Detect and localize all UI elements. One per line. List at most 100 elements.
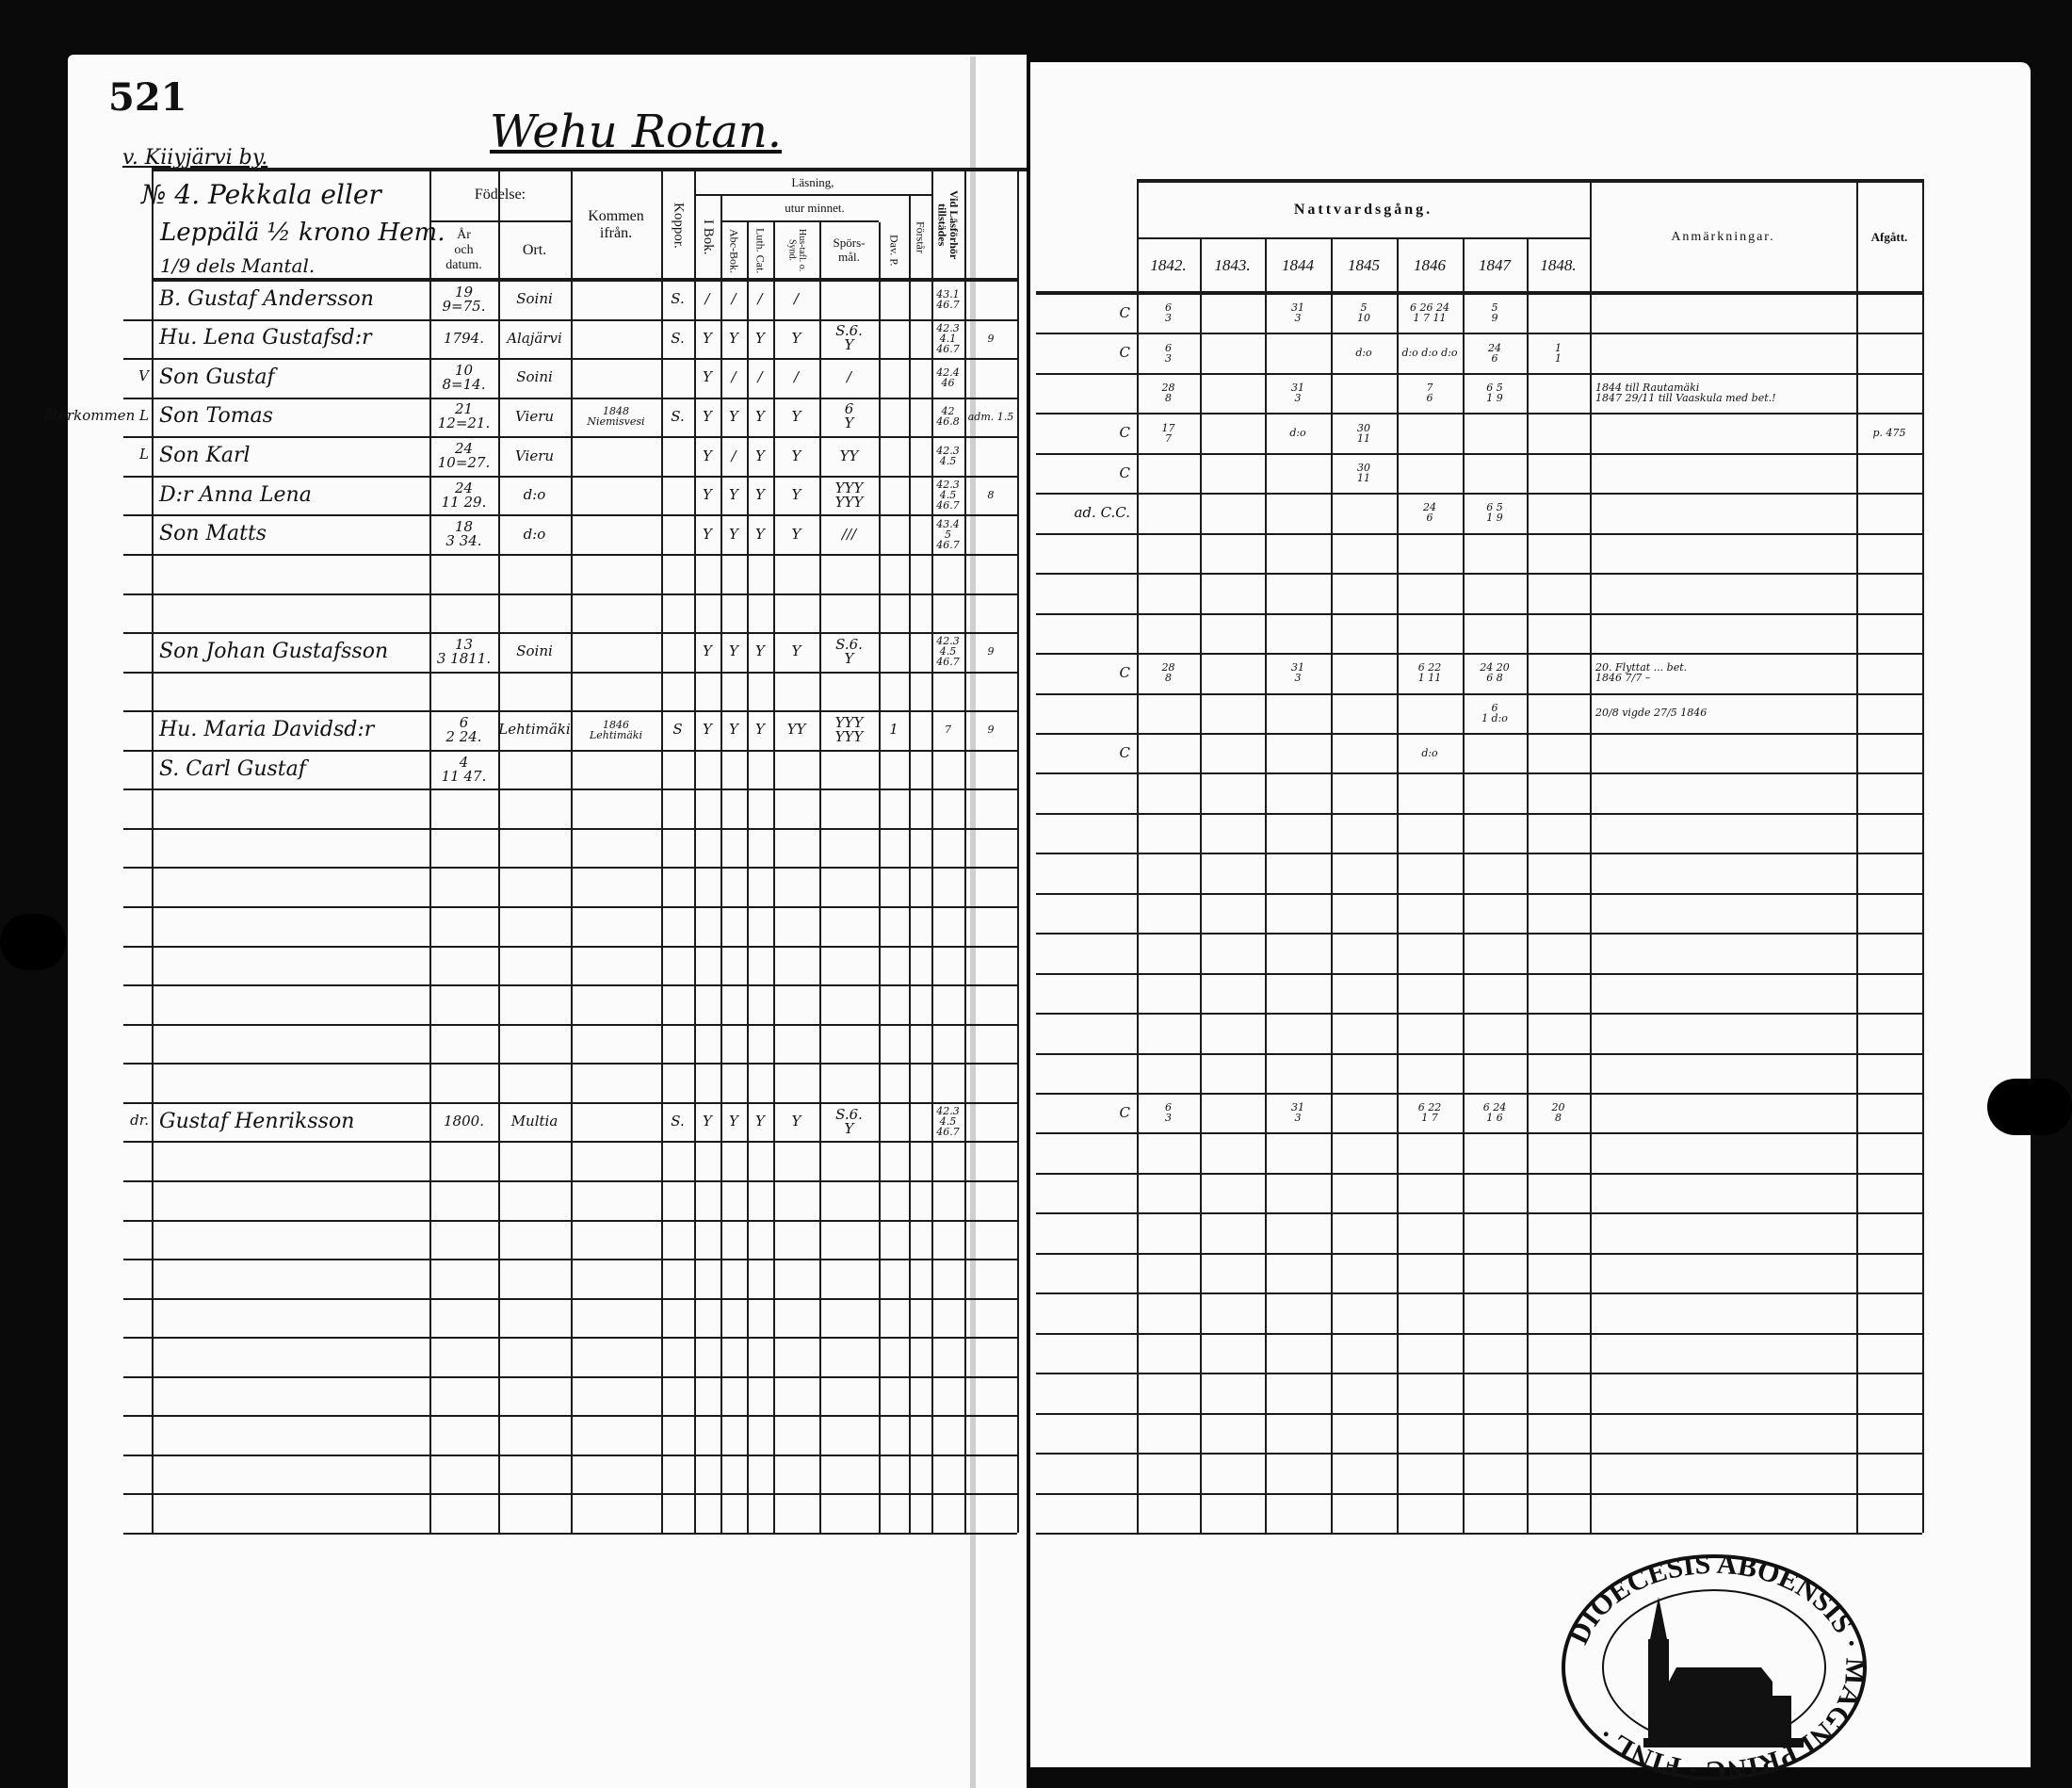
cell-departed: [1856, 493, 1922, 532]
cell-examination-attendance: 43.4 5 46.7: [936, 517, 960, 551]
cell-abc-book: Y: [729, 407, 738, 425]
cell-birth-date: 10 8=14.: [442, 361, 486, 393]
cell-psalms: [879, 514, 909, 554]
row-rule: [123, 749, 1017, 752]
header-top-rule: [152, 168, 1027, 171]
cell-y1848: [1527, 373, 1590, 413]
cell-luther-catechism: /: [757, 290, 763, 308]
cell-y1844: [1265, 453, 1331, 493]
cell-y1843: [1200, 653, 1265, 692]
header-year: 1847: [1479, 256, 1511, 275]
row-margin-note: ad. C.C.: [1074, 504, 1130, 522]
row-rule: [123, 1337, 1017, 1340]
left-binding-clip: [0, 914, 66, 970]
cell-remarks: [1590, 293, 1862, 333]
cell-understands: [909, 398, 931, 437]
cell-birth-place: d:o: [523, 525, 546, 543]
row-rule: [1036, 452, 1922, 455]
cell-reads-book: /: [704, 290, 710, 308]
cell-examination-attendance: 42.3 4.5 46.7: [936, 1105, 960, 1139]
column-rule: [661, 170, 663, 1533]
row-rule: [123, 984, 1017, 987]
row-rule: [123, 514, 1017, 517]
cell-household-table: YY: [786, 721, 806, 739]
cell-y1846: [1397, 453, 1463, 493]
row-margin-note: C: [1119, 424, 1130, 442]
cell-y1848: [1527, 653, 1590, 692]
column-rule: [1017, 170, 1019, 1533]
cell-smallpox: S: [672, 721, 683, 739]
row-rule: [1036, 493, 1922, 496]
cell-luther-catechism: Y: [755, 486, 765, 504]
cell-y1848: [1527, 733, 1590, 772]
row-rule: [1036, 772, 1922, 775]
left-page: [68, 55, 1027, 1788]
cell-y1842: [1137, 453, 1200, 493]
cell-extra: 9: [987, 332, 995, 345]
header-abc-bok: Abc-Bok.: [727, 228, 741, 273]
cell-name: Hu. Lena Gustafsd:r: [159, 326, 372, 350]
row-rule: [1036, 1412, 1922, 1415]
cell-reads-book: Y: [703, 329, 712, 347]
row-rule: [123, 1375, 1017, 1378]
cell-y1842: 6 3: [1165, 1101, 1172, 1125]
cell-household-table: Y: [791, 407, 801, 425]
cell-birth-place: Lehtimäki: [498, 721, 571, 739]
fodelse-divider: [429, 220, 571, 222]
cell-y1843: [1200, 373, 1265, 413]
row-rule: [1036, 1292, 1922, 1295]
row-rule: [1036, 612, 1922, 615]
row-rule: [123, 1179, 1017, 1182]
header-nattvardsgang: Nattvardsgång.: [1293, 201, 1433, 218]
row-rule: [123, 827, 1017, 830]
column-rule: [1397, 237, 1399, 1533]
cell-departed: [1856, 293, 1922, 333]
header-i-bok: I Bok.: [700, 219, 716, 255]
cell-birth-place: Soini: [516, 642, 553, 660]
cell-name: Hu. Maria Davidsd:r: [159, 717, 375, 741]
row-rule: [1036, 972, 1922, 975]
cell-y1842: 17 7: [1161, 421, 1175, 445]
household-line-3: 1/9 dels Mantal.: [160, 254, 316, 277]
cell-came-from: [571, 1102, 661, 1142]
row-rule: [123, 475, 1017, 478]
cell-examination-attendance: 7: [945, 723, 951, 737]
cell-household-table: Y: [791, 642, 801, 660]
cell-y1846: 7 6: [1426, 382, 1433, 405]
row-rule: [123, 906, 1017, 908]
row-rule: [1036, 532, 1922, 535]
cell-came-from: 1848 Niemisvesi: [587, 405, 645, 429]
header-year: 1848.: [1540, 256, 1577, 275]
cell-household-table: /: [793, 368, 800, 386]
cell-extra: adm. 1.5: [967, 410, 1014, 423]
cell-extra: 8: [987, 489, 995, 502]
cell-birth-date: 21 12=21.: [437, 400, 491, 432]
cell-birth-date: 24 11 29.: [441, 479, 487, 511]
cell-y1845: [1331, 1093, 1397, 1132]
cell-y1847: 5 9: [1491, 301, 1498, 325]
cell-y1848: [1527, 293, 1590, 333]
header-year: 1842.: [1150, 256, 1187, 275]
page-gutter-shadow: [970, 57, 976, 1788]
cell-birth-date: 1800.: [444, 1113, 484, 1130]
cell-psalms: [879, 476, 909, 515]
column-rule: [498, 170, 500, 1533]
cell-y1845: [1331, 693, 1397, 733]
row-rule: [1036, 933, 1922, 935]
cell-birth-place: Alajärvi: [507, 329, 562, 347]
cell-examination-attendance: [931, 750, 964, 789]
row-rule: [1036, 1453, 1922, 1455]
cell-y1847: 6 1 d:o: [1481, 701, 1508, 724]
cell-came-from: [571, 750, 661, 789]
header-utur-minnet: utur minnet.: [785, 200, 845, 215]
cell-psalms: [879, 1102, 909, 1142]
cell-departed: [1856, 373, 1922, 413]
row-rule: [123, 1415, 1017, 1418]
row-margin-note: C: [1119, 304, 1130, 321]
cell-psalms: [879, 358, 909, 398]
row-rule: [123, 867, 1017, 870]
cell-name: Son Karl: [159, 444, 251, 468]
cell-y1842: [1137, 733, 1200, 772]
cell-y1847: 6 5 1 9: [1486, 382, 1503, 405]
cell-remarks: [1590, 453, 1862, 493]
